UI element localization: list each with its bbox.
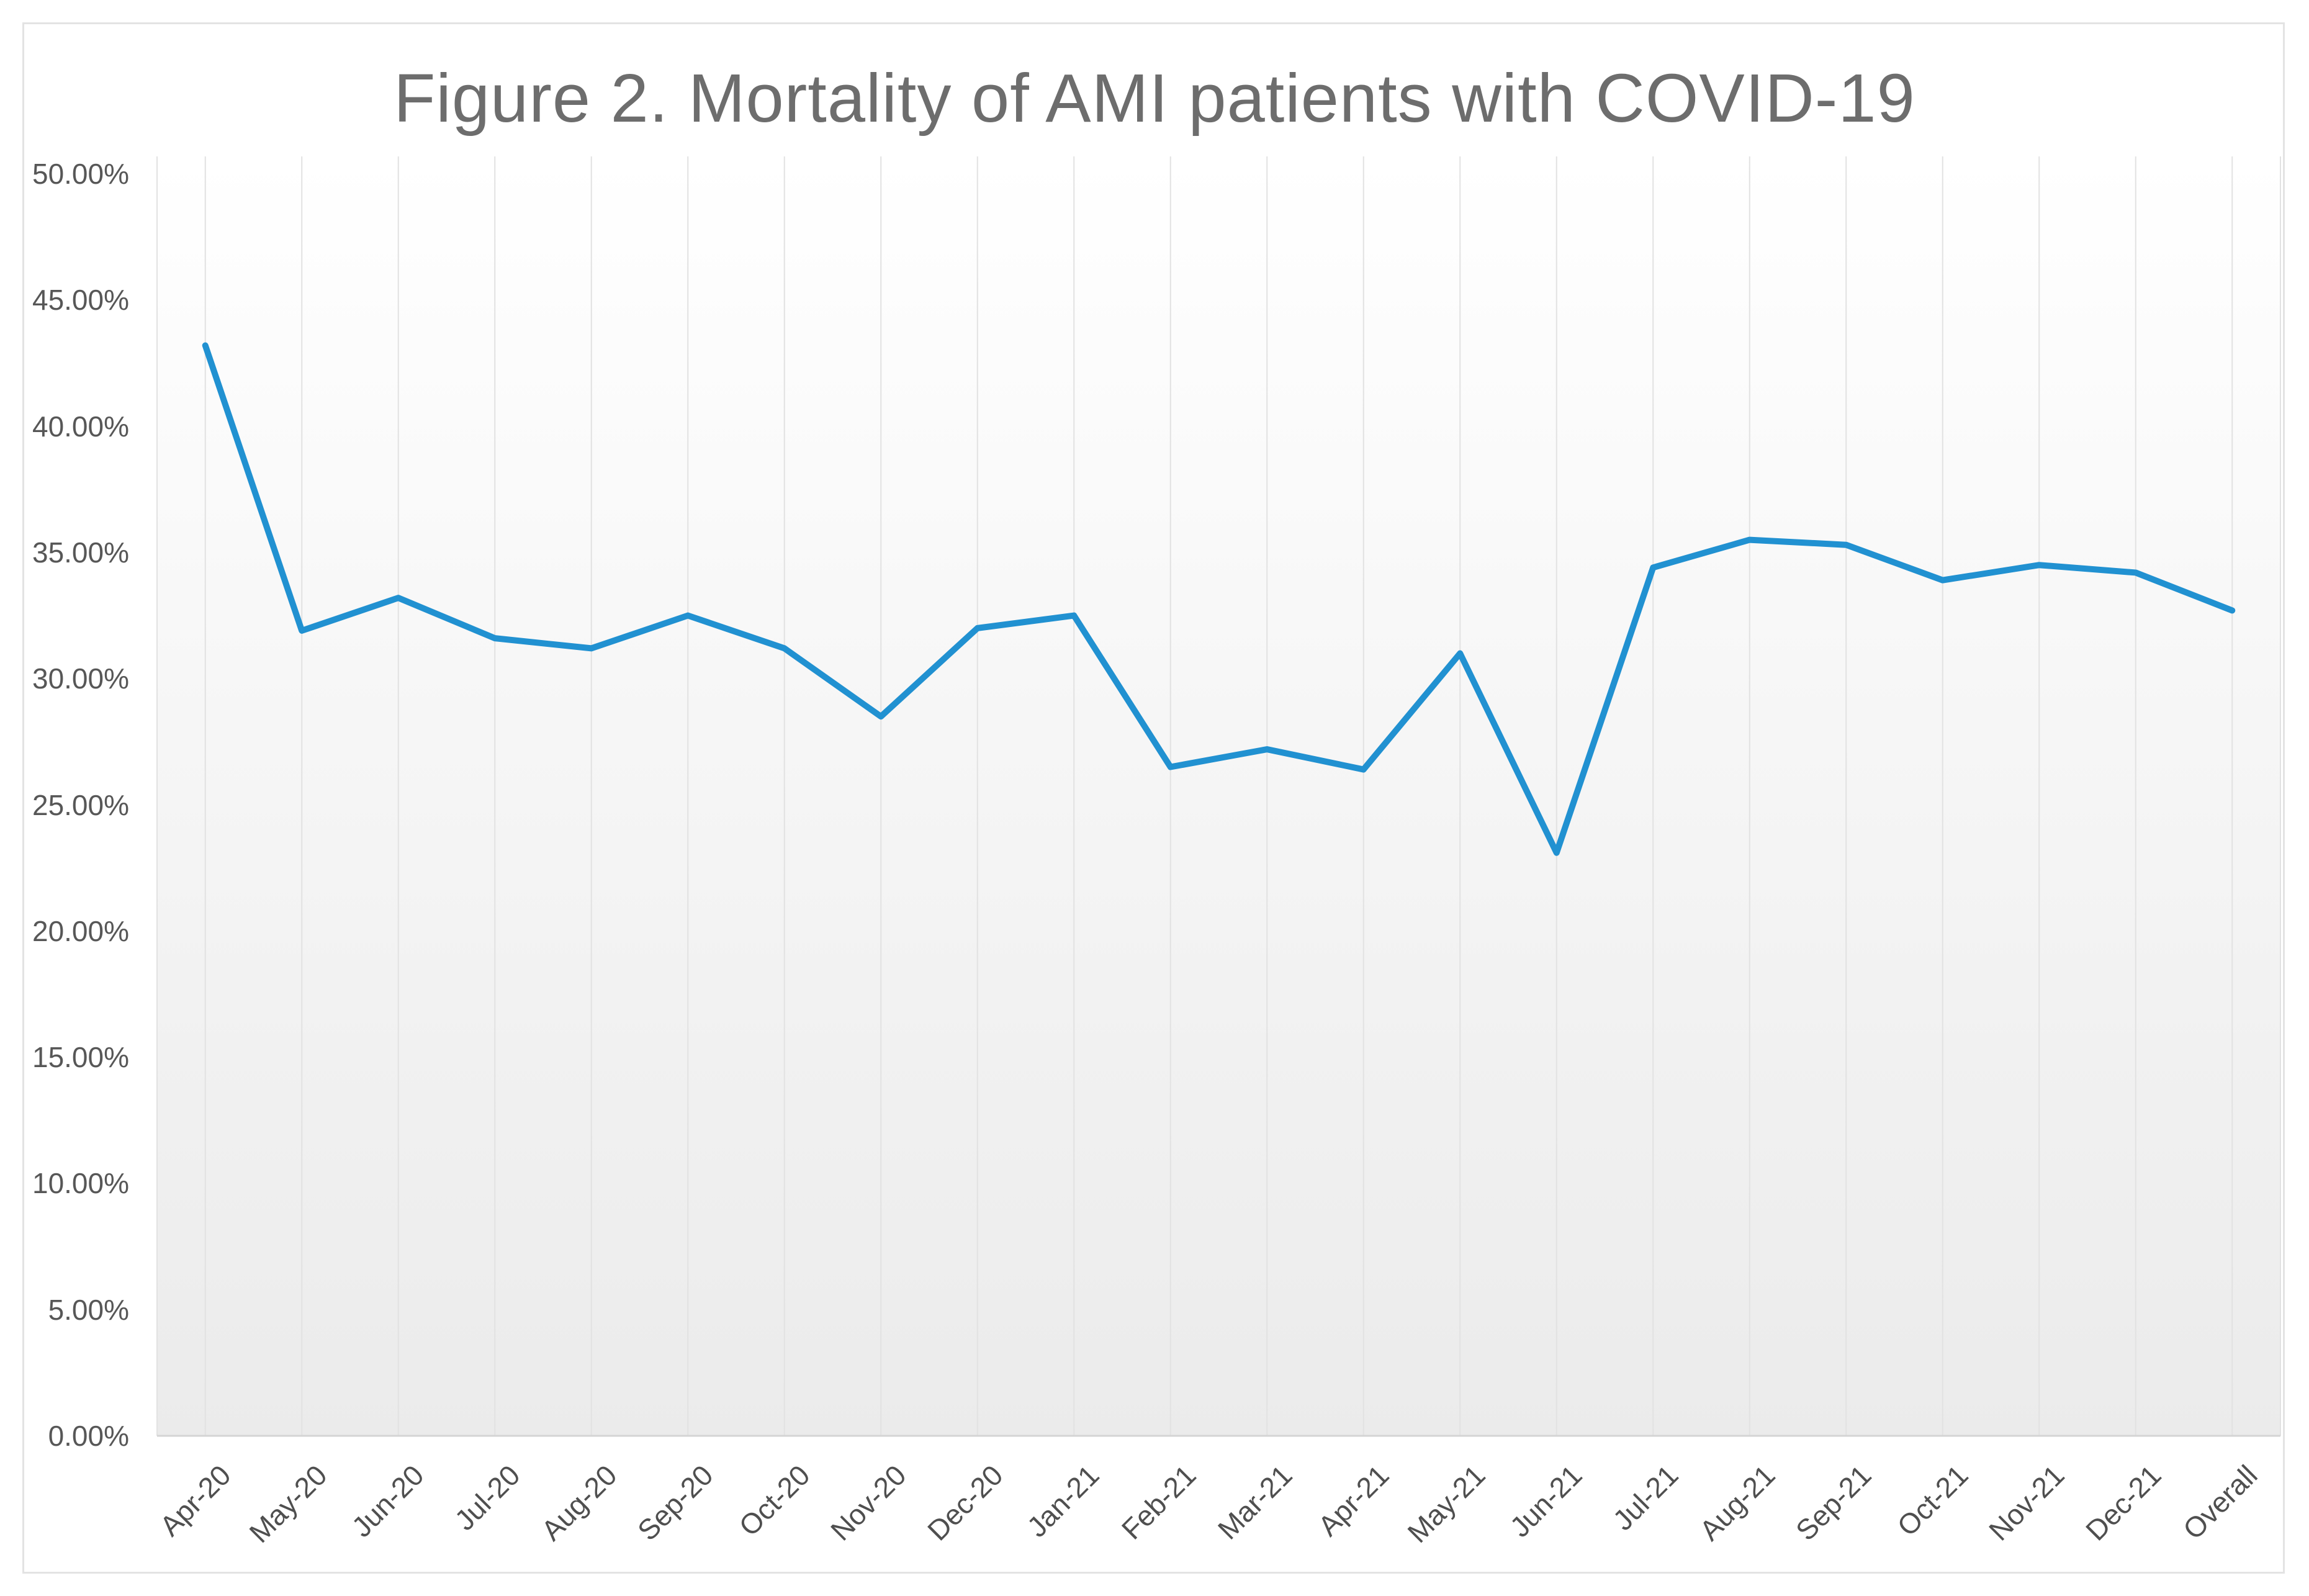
y-axis-tick-label: 50.00% [32, 158, 129, 190]
y-axis-tick-label: 20.00% [32, 914, 129, 947]
plot-background [157, 156, 2280, 1436]
y-axis-tick-label: 25.00% [32, 788, 129, 821]
y-axis-tick-label: 0.00% [48, 1420, 129, 1452]
y-axis-tick-label: 15.00% [32, 1041, 129, 1074]
chart-title: Figure 2. Mortality of AMI patients with… [394, 60, 1915, 137]
vertical-gridlines [156, 156, 2281, 1436]
y-axis-tick-label: 5.00% [48, 1293, 129, 1326]
y-axis-tick-label: 10.00% [32, 1167, 129, 1200]
mortality-series-line [202, 342, 2236, 856]
y-axis-tick-label: 35.00% [32, 536, 129, 569]
y-axis-tick-label: 45.00% [32, 284, 129, 317]
y-axis-tick-label: 40.00% [32, 410, 129, 443]
y-axis-tick-label: 30.00% [32, 662, 129, 695]
